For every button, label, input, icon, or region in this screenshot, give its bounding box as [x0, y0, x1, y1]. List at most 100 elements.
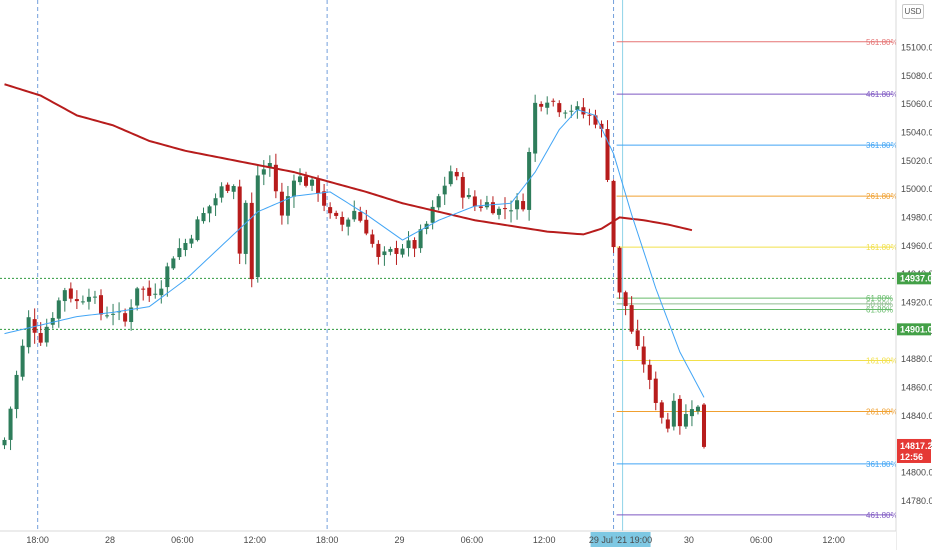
candle-body — [400, 248, 405, 255]
time-badge — [590, 532, 651, 547]
x-tick-label: 12:00 — [533, 535, 556, 545]
candle-body — [2, 439, 7, 446]
candle-body — [310, 179, 315, 186]
candle-body — [165, 266, 170, 288]
currency-label[interactable]: USD — [902, 4, 924, 19]
x-tick-label: 18:00 — [316, 535, 339, 545]
candle-body — [527, 152, 532, 210]
candle-body — [340, 216, 345, 225]
candle-body — [442, 185, 447, 195]
time-badge-label: 29 Jul '21 19:00 — [589, 535, 652, 545]
candle-body — [533, 102, 538, 154]
ema-slow-line — [4, 83, 693, 236]
y-tick-label: 15080.00 — [901, 71, 932, 81]
candle-body — [689, 409, 694, 417]
candle-body — [382, 251, 387, 256]
candle-body — [32, 319, 37, 333]
x-tick-label: 06:00 — [461, 535, 484, 545]
candle-body — [56, 300, 61, 319]
moving-averages — [4, 83, 705, 398]
candle-body — [509, 210, 514, 212]
candle-body — [147, 287, 152, 296]
fib-level-label: 261.80% — [866, 408, 898, 417]
y-tick-label: 14860.00 — [901, 382, 932, 392]
time-axis-bg — [0, 531, 896, 550]
countdown-label: 12:56 — [900, 452, 923, 462]
level-price-label: 14937.00 — [900, 273, 932, 283]
y-tick-label: 14780.00 — [901, 496, 932, 506]
fib-level-label: 461.80% — [866, 511, 898, 520]
candle-body — [521, 201, 526, 210]
fib-level-label: 161.80% — [866, 243, 898, 252]
candle-body — [629, 305, 634, 332]
candle-body — [207, 206, 212, 214]
candle-body — [213, 198, 218, 206]
candle-body — [490, 202, 495, 214]
candle-body — [304, 176, 309, 186]
candle-body — [201, 213, 206, 222]
candle-body — [617, 247, 622, 293]
candle-body — [189, 238, 194, 244]
candle-body — [454, 171, 459, 177]
candle-body — [328, 207, 333, 214]
candle-body — [575, 106, 580, 110]
candle-body — [412, 240, 417, 249]
candle-body — [671, 400, 676, 427]
candle-body — [316, 179, 321, 194]
x-tick-label: 29 — [394, 535, 404, 545]
candle-body — [105, 315, 110, 317]
x-tick-label: 18:00 — [26, 535, 49, 545]
candle-body — [653, 378, 658, 403]
candle-body — [370, 234, 375, 244]
candle-body — [569, 110, 574, 112]
candle-body — [496, 208, 501, 215]
y-tick-label: 14980.00 — [901, 212, 932, 222]
candle-body — [545, 102, 550, 108]
candle-body — [394, 248, 399, 254]
current-price-label: 14817.25 — [900, 441, 932, 451]
ema-fast-line — [4, 109, 705, 398]
candle-body — [123, 313, 128, 322]
candle-body — [74, 299, 79, 302]
candle-body — [92, 296, 97, 298]
horizontal-levels[interactable] — [0, 277, 896, 330]
level-price-badge — [897, 323, 931, 336]
candle-body — [86, 296, 91, 302]
candle-body — [44, 326, 49, 343]
candle-body — [376, 243, 381, 257]
y-tick-label: 15040.00 — [901, 127, 932, 137]
fib-level-label: 561.80% — [866, 38, 898, 47]
candle-body — [267, 163, 272, 168]
candle-body — [466, 194, 471, 198]
candle-body — [677, 398, 682, 427]
fib-level-label: 61.80% — [866, 306, 893, 315]
candle-body — [111, 313, 116, 315]
y-tick-label: 14920.00 — [901, 297, 932, 307]
fibonacci-extension[interactable]: 561.80% 461.80% 361.80% 261.80% 161.80% 61.80… — [616, 38, 898, 520]
x-tick-label: 06:00 — [750, 535, 773, 545]
candle-body — [153, 293, 158, 295]
x-tick-label: 28 — [105, 535, 115, 545]
candle-body — [605, 129, 610, 180]
candle-body — [448, 171, 453, 185]
y-tick-label: 15000.00 — [901, 184, 932, 194]
candle-body — [80, 301, 85, 303]
candle-body — [159, 288, 164, 296]
x-tick-label: 30 — [684, 535, 694, 545]
candle-body — [279, 191, 284, 216]
candle-body — [231, 185, 236, 192]
y-tick-label: 15100.00 — [901, 42, 932, 52]
candle-body — [352, 210, 357, 220]
grid-layer — [37, 0, 624, 531]
candle-body — [563, 112, 568, 114]
candle-body — [346, 219, 351, 227]
candle-body — [557, 103, 562, 113]
candle-body — [285, 196, 290, 216]
candle-body — [388, 248, 393, 252]
candle-body — [665, 419, 670, 429]
candle-body — [135, 288, 140, 306]
candle-body — [599, 123, 604, 129]
candle-body — [581, 107, 586, 115]
